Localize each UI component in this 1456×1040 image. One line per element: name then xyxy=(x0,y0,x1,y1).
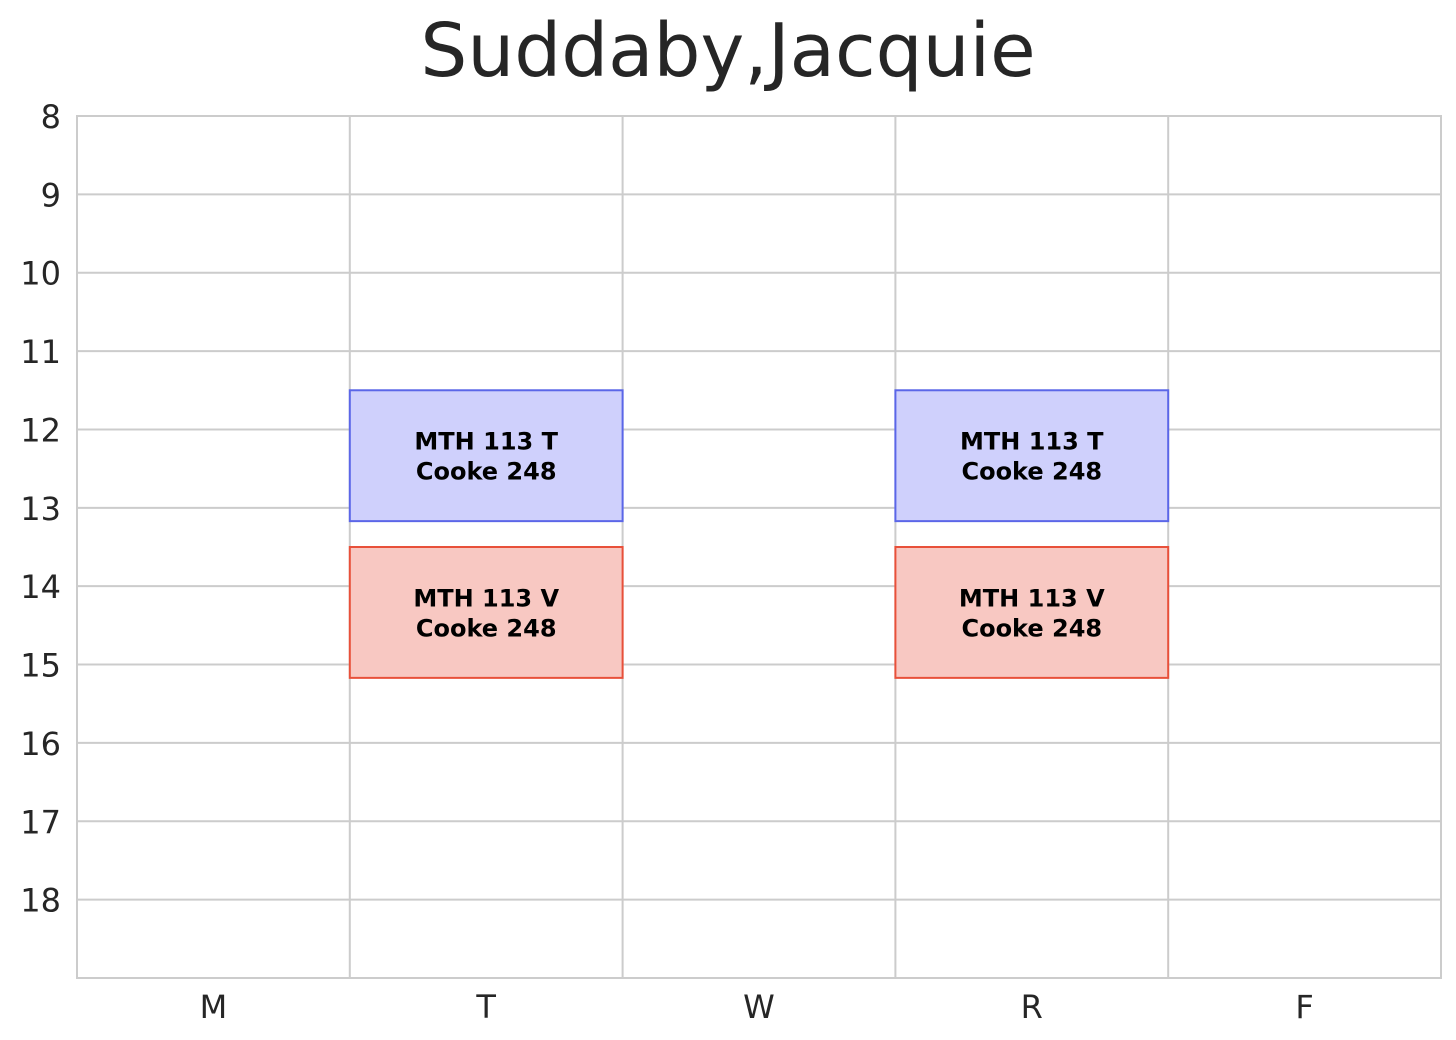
class-block-course: MTH 113 T xyxy=(414,428,558,456)
x-tick-label: W xyxy=(743,988,775,1026)
x-tick-label: T xyxy=(475,988,496,1026)
x-tick-label: F xyxy=(1295,988,1313,1026)
class-block-room: Cooke 248 xyxy=(416,458,557,486)
y-tick-label: 18 xyxy=(20,882,61,920)
chart-title: Suddaby,Jacquie xyxy=(420,8,1036,94)
class-block-rect xyxy=(894,546,1170,679)
y-tick-label: 17 xyxy=(20,803,61,841)
y-tick-label: 15 xyxy=(20,647,61,685)
class-block-rect xyxy=(348,389,624,523)
class-block-course: MTH 113 V xyxy=(959,584,1105,612)
class-block-room: Cooke 248 xyxy=(961,614,1102,642)
class-block-course: MTH 113 V xyxy=(413,584,559,612)
class-block-room: Cooke 248 xyxy=(416,614,557,642)
class-block-room: Cooke 248 xyxy=(961,458,1102,486)
y-tick-label: 14 xyxy=(20,568,61,606)
y-tick-label: 10 xyxy=(20,255,61,293)
y-tick-label: 16 xyxy=(20,725,61,763)
plot-frame xyxy=(76,115,1442,979)
y-tick-label: 13 xyxy=(20,490,61,528)
y-tick-label: 9 xyxy=(41,176,61,214)
y-tick-label: 8 xyxy=(41,98,61,136)
y-tick-label: 12 xyxy=(20,411,61,449)
class-block-rect xyxy=(894,389,1170,523)
y-tick-label: 11 xyxy=(20,333,61,371)
x-tick-label: M xyxy=(200,988,228,1026)
class-block-course: MTH 113 T xyxy=(960,428,1104,456)
x-tick-label: R xyxy=(1021,988,1043,1026)
class-block-rect xyxy=(348,546,624,679)
